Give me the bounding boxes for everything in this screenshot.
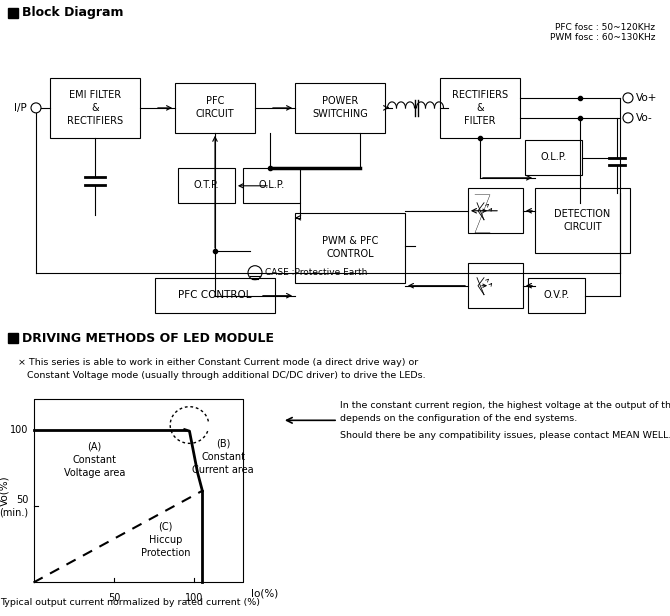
Text: × This series is able to work in either Constant Current mode (a direct drive wa: × This series is able to work in either …	[18, 359, 425, 380]
Text: Io(%): Io(%)	[251, 589, 278, 599]
Text: (B)
Constant
Current area: (B) Constant Current area	[192, 439, 254, 476]
Bar	[468, 188, 523, 233]
Text: POWER
SWITCHING: POWER SWITCHING	[312, 96, 368, 120]
Text: O.L.P.: O.L.P.	[541, 152, 567, 163]
Bar	[50, 78, 140, 138]
Text: Vo+: Vo+	[636, 93, 657, 103]
Text: RECTIFIERS
&
FILTER: RECTIFIERS & FILTER	[452, 90, 508, 126]
Text: DETECTION
CIRCUIT: DETECTION CIRCUIT	[554, 209, 610, 232]
Bar	[295, 213, 405, 283]
Text: I/P: I/P	[14, 103, 27, 113]
Bar	[175, 83, 255, 133]
Text: Block Diagram: Block Diagram	[22, 7, 123, 20]
Text: PFC
CIRCUIT: PFC CIRCUIT	[196, 96, 234, 120]
Text: Typical output current normalized by rated current (%): Typical output current normalized by rat…	[0, 598, 260, 607]
Text: O.T.P.: O.T.P.	[194, 180, 219, 190]
Text: Should there be any compatibility issues, please contact MEAN WELL.: Should there be any compatibility issues…	[340, 431, 670, 440]
Text: 100: 100	[10, 424, 29, 435]
Text: O.V.P.: O.V.P.	[543, 290, 570, 300]
Bar	[295, 83, 385, 133]
Bar	[8, 333, 18, 344]
Text: (C)
Hiccup
Protection: (C) Hiccup Protection	[141, 522, 190, 558]
Bar	[155, 278, 275, 313]
Bar	[468, 262, 523, 307]
Text: In the constant current region, the highest voltage at the output of the driver
: In the constant current region, the high…	[340, 402, 670, 423]
Text: Vo(%): Vo(%)	[0, 476, 9, 506]
Bar	[528, 278, 585, 313]
Bar	[243, 168, 300, 203]
Text: 100: 100	[185, 593, 204, 603]
Bar	[535, 188, 630, 253]
Text: DRIVING METHODS OF LED MODULE: DRIVING METHODS OF LED MODULE	[22, 332, 274, 345]
Bar	[525, 140, 582, 175]
Text: 50
(min.): 50 (min.)	[0, 495, 29, 517]
Text: PFC CONTROL: PFC CONTROL	[178, 290, 252, 300]
Bar	[178, 168, 235, 203]
Text: PWM & PFC
CONTROL: PWM & PFC CONTROL	[322, 236, 378, 259]
Text: O.L.P.: O.L.P.	[259, 180, 285, 190]
Text: CASE :Protective Earth: CASE :Protective Earth	[265, 268, 367, 277]
Bar	[440, 78, 520, 138]
Text: EMI FILTER
&
RECTIFIERS: EMI FILTER & RECTIFIERS	[67, 90, 123, 126]
Text: PFC fosc : 50~120KHz
PWM fosc : 60~130KHz: PFC fosc : 50~120KHz PWM fosc : 60~130KH…	[549, 23, 655, 43]
Text: Vo-: Vo-	[636, 113, 653, 123]
Bar	[8, 8, 18, 18]
Text: (A)
Constant
Voltage area: (A) Constant Voltage area	[64, 442, 125, 479]
Text: 50: 50	[108, 593, 120, 603]
